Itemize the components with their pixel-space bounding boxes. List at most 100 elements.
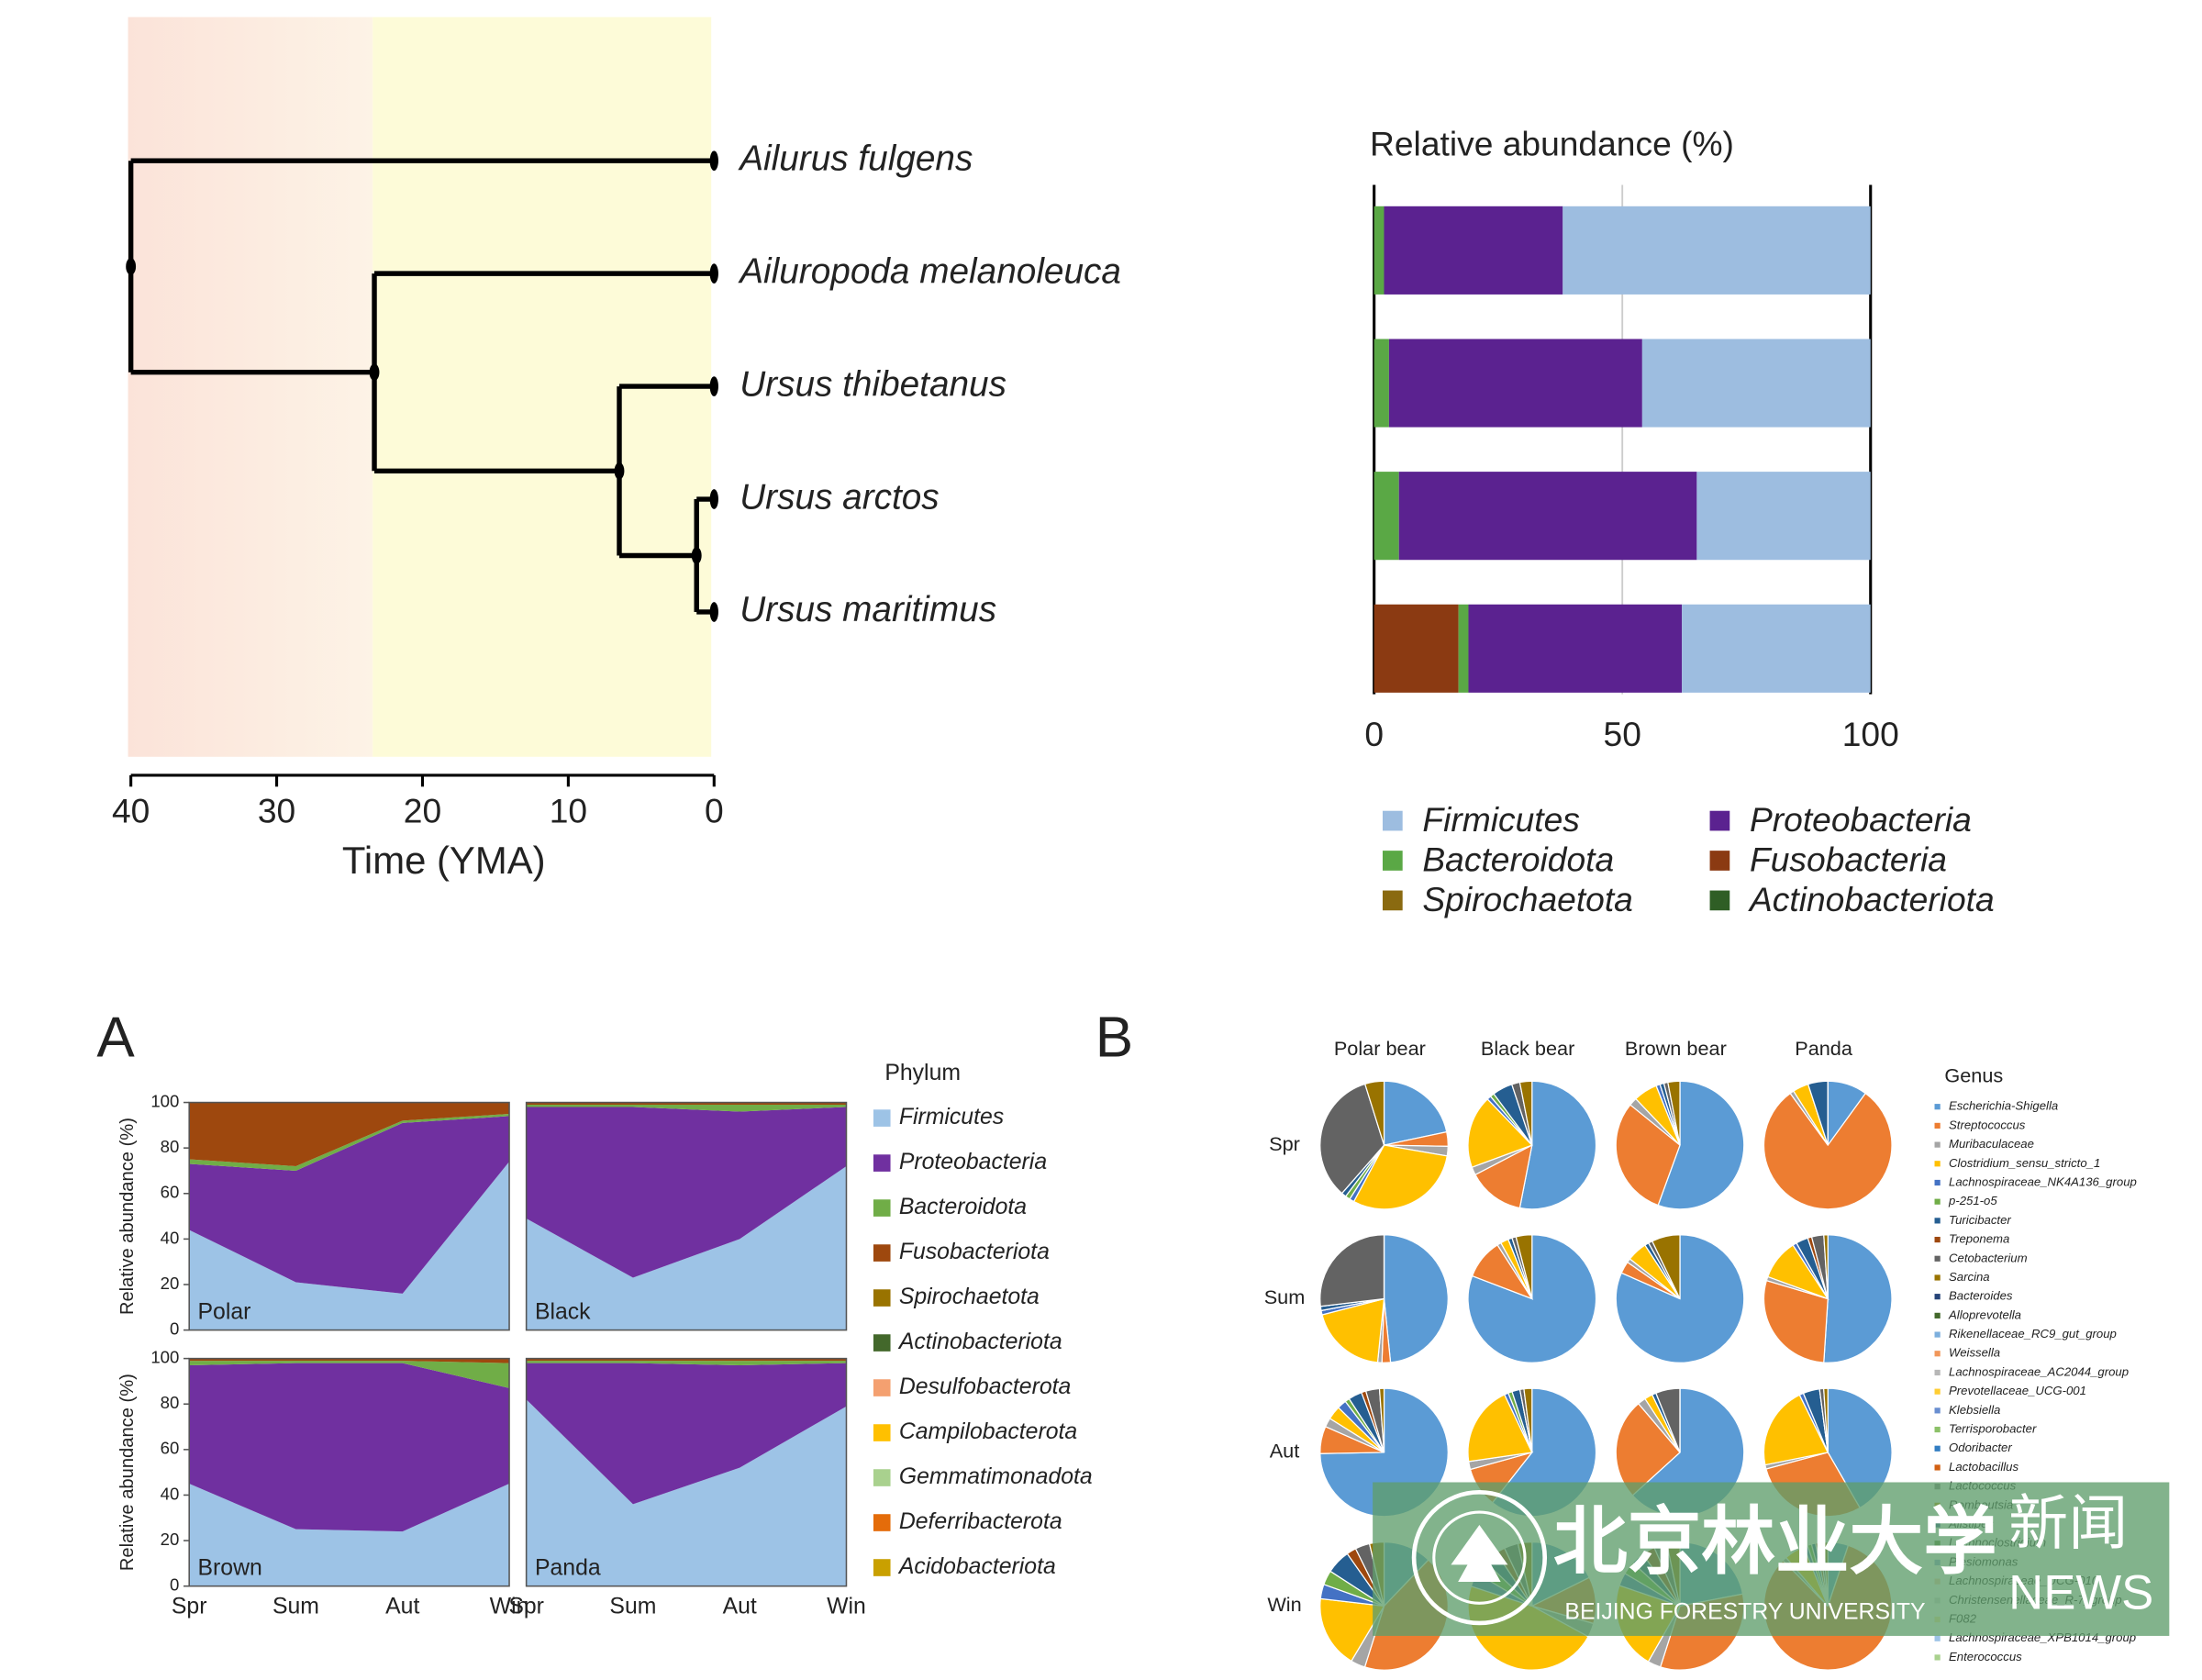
watermark-text: BEIJING FORESTRY UNIVERSITY xyxy=(1564,1600,1925,1625)
x-tick-label: 30 xyxy=(258,792,295,830)
area xyxy=(526,1107,847,1278)
x-tick-label: 10 xyxy=(550,792,587,830)
panel-name: Polar xyxy=(198,1300,251,1325)
legend-label: Lachnospiraceae_AC2044_group xyxy=(1949,1364,2129,1378)
area xyxy=(526,1399,847,1586)
pie-slice xyxy=(1378,1387,1385,1452)
legend-label: Campilobacterota xyxy=(899,1419,1077,1444)
pie-slice xyxy=(1667,1080,1681,1146)
pie-slice xyxy=(1383,1234,1449,1363)
legend-label: Rikenellaceae_RC9_gut_group xyxy=(1949,1327,2117,1341)
area xyxy=(189,1102,510,1167)
column-label: Brown bear xyxy=(1625,1037,1727,1060)
legend-label: Bacteroidota xyxy=(899,1195,1027,1219)
legend-label: Actinobacteriota xyxy=(897,1330,1062,1354)
pie-slice xyxy=(1467,1098,1533,1168)
legend-swatch xyxy=(1382,851,1403,871)
x-tick-label: 50 xyxy=(1604,715,1641,753)
panel-label: B xyxy=(1095,1006,1133,1069)
area xyxy=(526,1105,847,1112)
legend-swatch xyxy=(873,1154,891,1172)
era-band xyxy=(128,17,373,757)
watermark: 北京林业大学 新闻 BEIJING FORESTRY UNIVERSITY NE… xyxy=(1373,1482,2170,1636)
area xyxy=(189,1358,510,1363)
pie-slice xyxy=(1651,1234,1681,1299)
x-axis-label: Time (YMA) xyxy=(342,839,546,882)
pie-slice xyxy=(1657,1080,1745,1210)
pie-slice xyxy=(1823,1234,1893,1363)
panel-name: Black xyxy=(535,1300,591,1325)
bar-segment xyxy=(1384,206,1563,295)
legend-swatch xyxy=(1934,1407,1941,1414)
pie-slice xyxy=(1515,1234,1533,1299)
y-tick-label: 20 xyxy=(161,1530,180,1549)
x-tick-label: Spr xyxy=(172,1594,207,1619)
y-tick-label: 60 xyxy=(161,1183,180,1202)
legend-label: Bacteroides xyxy=(1949,1289,2013,1303)
y-tick-label: 60 xyxy=(161,1439,180,1458)
column-label: Panda xyxy=(1795,1037,1853,1060)
watermark-band xyxy=(1373,1482,2170,1636)
panel-frame xyxy=(188,1101,510,1331)
legend-title: Genus xyxy=(1944,1063,2003,1086)
pie-slice xyxy=(1763,1394,1829,1466)
legend-label: Proteobacteria xyxy=(1750,800,1972,839)
pie-slice xyxy=(1615,1104,1681,1207)
panel-name: Brown xyxy=(198,1556,262,1581)
bar-segment xyxy=(1696,472,1871,561)
area xyxy=(189,1484,510,1586)
pie-slice xyxy=(1363,1080,1385,1146)
area xyxy=(189,1361,510,1388)
legend-label: Prevotellaceae_UCG-001 xyxy=(1949,1384,2086,1397)
legend-swatch xyxy=(873,1424,891,1441)
legend-label: Lactobacillus xyxy=(1949,1460,2018,1474)
y-axis-label: Relative abundance (%) xyxy=(117,1118,138,1315)
legend-swatch xyxy=(1709,810,1730,831)
legend-label: Desulfobacterota xyxy=(899,1374,1071,1399)
bar-segment xyxy=(1563,206,1871,295)
y-tick-label: 0 xyxy=(170,1575,179,1595)
legend-swatch xyxy=(1934,1312,1941,1318)
legend-title: Phylum xyxy=(884,1061,961,1085)
x-tick-label: Sum xyxy=(272,1594,319,1619)
row-label: Win xyxy=(1267,1593,1301,1616)
legend-label: Escherichia-Shigella xyxy=(1949,1099,2058,1113)
legend-swatch xyxy=(1934,1351,1941,1357)
legend-label: Clostridium_sensu_stricto_1 xyxy=(1949,1156,2100,1170)
x-tick-label: 0 xyxy=(705,792,724,830)
logo xyxy=(1411,1490,1548,1626)
legend-swatch xyxy=(1709,890,1730,911)
pie-slice xyxy=(1352,1144,1449,1210)
tip-marker xyxy=(709,602,718,622)
legend-swatch xyxy=(873,1199,891,1217)
legend-label: p-251-o5 xyxy=(1948,1194,1997,1207)
legend-label: Firmicutes xyxy=(1422,800,1579,839)
area xyxy=(189,1116,510,1294)
area xyxy=(189,1113,510,1171)
legend-label: Fusobacteria xyxy=(1750,840,1947,878)
logo xyxy=(1432,1510,1527,1605)
legend-swatch xyxy=(1934,1122,1941,1129)
legend-label: Weissella xyxy=(1949,1346,2000,1360)
legend-label: Bacteroidota xyxy=(1422,840,1614,878)
pie-slice xyxy=(1823,1234,1829,1299)
legend-label: Deferribacterota xyxy=(899,1509,1062,1534)
y-tick-label: 40 xyxy=(161,1484,180,1503)
chart-title: Relative abundance (%) xyxy=(1370,125,1734,163)
legend-swatch xyxy=(1934,1179,1941,1186)
tip-marker xyxy=(709,150,718,172)
legend-swatch xyxy=(873,1559,891,1576)
legend-swatch xyxy=(873,1379,891,1396)
legend-swatch xyxy=(1934,1331,1941,1338)
bar-segment xyxy=(1458,604,1469,693)
legend-label: Muribaculaceae xyxy=(1949,1137,2034,1151)
legend-swatch xyxy=(1934,1294,1941,1300)
area xyxy=(526,1166,847,1330)
x-tick-label: 40 xyxy=(112,792,150,830)
legend-label: Turicibacter xyxy=(1949,1213,2011,1227)
legend-label: Sarcina xyxy=(1949,1270,1990,1284)
x-tick-label: Win xyxy=(827,1594,866,1619)
taxon-label: Ursus maritimus xyxy=(740,590,996,629)
legend-label: Treponema xyxy=(1949,1232,2009,1246)
